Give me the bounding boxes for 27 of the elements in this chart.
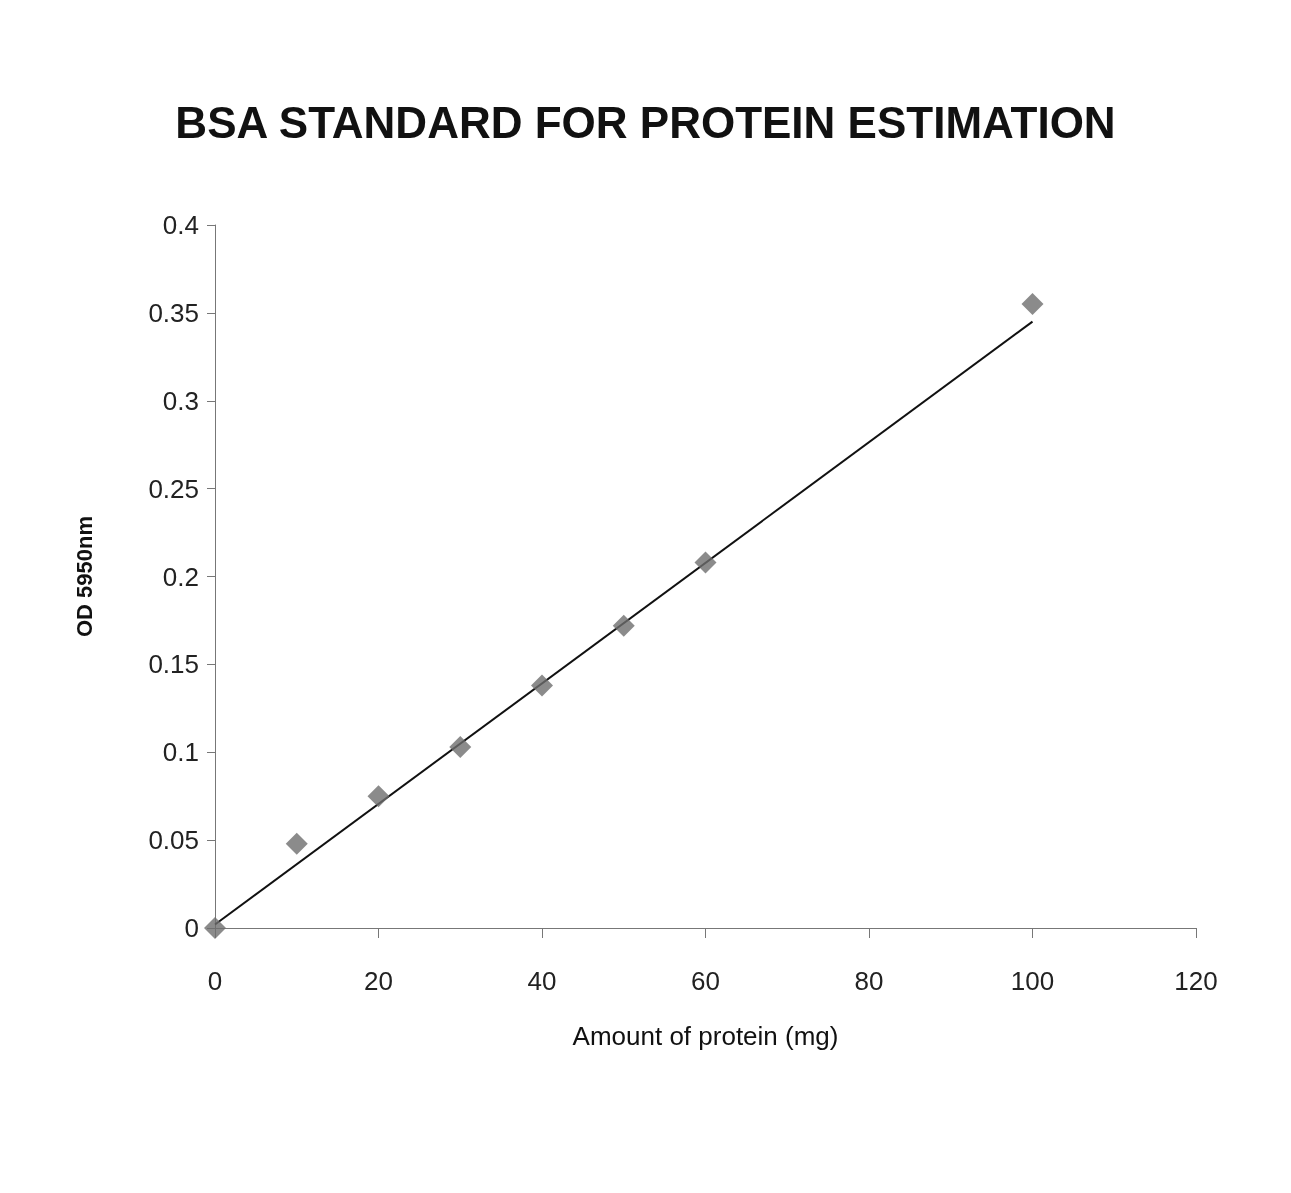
x-tick-label: 100: [1010, 966, 1055, 996]
x-tick-label: 60: [691, 966, 720, 996]
point: [531, 674, 553, 697]
y-tick-label: 0.1: [162, 737, 199, 768]
y-tick-label: 0.25: [148, 473, 199, 504]
y-tick-label: 0.4: [162, 210, 199, 240]
x-axis-title: Amount of protein (mg): [572, 1021, 839, 1051]
x-tick-label: 80: [854, 966, 884, 996]
y-tick-label: 0.05: [148, 825, 199, 856]
x-tick-label: 0: [207, 966, 223, 996]
y-tick-label: 0.2: [162, 561, 199, 592]
x-tick-label: 20: [364, 966, 393, 996]
point: [449, 735, 472, 758]
point: [612, 614, 635, 637]
chart-title: BSA STANDARD FOR PROTEIN ESTIMATION: [175, 97, 1116, 147]
point: [367, 785, 390, 808]
y-tick-label: 0.15: [148, 649, 199, 680]
x-tick-label: 120: [1174, 966, 1218, 996]
y-axis-title: OD 5950nm: [71, 515, 97, 638]
y-tick-label: 0: [184, 913, 199, 943]
y-tick-label: 0.35: [148, 297, 199, 328]
point: [1021, 293, 1044, 316]
point: [694, 551, 717, 574]
y-tick-label: 0.3: [162, 385, 199, 416]
x-tick-label: 40: [527, 966, 557, 996]
point: [204, 917, 226, 939]
point: [285, 832, 308, 855]
